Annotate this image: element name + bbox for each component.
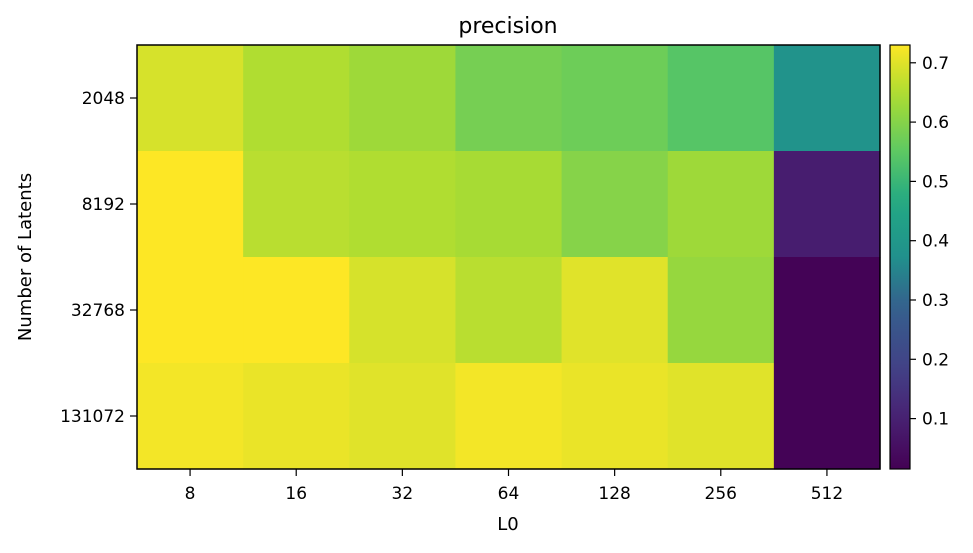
heatmap-cell xyxy=(561,257,669,364)
chart-title: precision xyxy=(458,14,557,39)
y-tick-label: 2048 xyxy=(82,89,125,109)
heatmap-cell xyxy=(773,45,881,152)
heatmap-cell xyxy=(349,363,457,470)
colorbar-tick-label: 0.2 xyxy=(922,350,949,370)
heatmap-cell xyxy=(561,363,669,470)
heatmap-cell xyxy=(667,363,775,470)
x-axis-label: L0 xyxy=(497,514,518,535)
heatmap-cell xyxy=(561,45,669,152)
heatmap-cells xyxy=(137,45,881,470)
heatmap-cell xyxy=(137,363,244,470)
heatmap-cell xyxy=(137,257,244,364)
heatmap-cell xyxy=(455,151,563,258)
x-tick-label: 32 xyxy=(392,484,414,504)
y-tick-label: 8192 xyxy=(82,195,125,215)
heatmap-cell xyxy=(243,45,350,152)
heatmap-cell xyxy=(137,151,244,258)
x-tick-label: 256 xyxy=(705,484,737,504)
heatmap-cell xyxy=(773,257,881,364)
x-tick-label: 128 xyxy=(598,484,630,504)
heatmap-cell xyxy=(455,45,563,152)
heatmap-cell xyxy=(243,363,350,470)
heatmap-cell xyxy=(349,45,457,152)
y-axis-ticks: 2048 8192 32768 131072 xyxy=(60,89,137,427)
heatmap-cell xyxy=(137,45,244,152)
colorbar xyxy=(889,44,911,470)
heatmap-cell xyxy=(455,363,563,470)
colorbar-tick-label: 0.5 xyxy=(922,172,949,192)
colorbar-ticks: 0.1 0.2 0.3 0.4 0.5 0.6 0.7 xyxy=(910,54,949,430)
y-tick-label: 32768 xyxy=(71,301,125,321)
colorbar-tick-label: 0.7 xyxy=(922,54,949,74)
heatmap-cell xyxy=(773,363,881,470)
y-tick-label: 131072 xyxy=(60,407,125,427)
heatmap-cell xyxy=(455,257,563,364)
colorbar-tick-label: 0.4 xyxy=(922,232,949,252)
heatmap-cell xyxy=(349,151,457,258)
colorbar-tick-label: 0.3 xyxy=(922,291,949,311)
x-axis-ticks: 8 16 32 64 128 256 512 xyxy=(185,469,843,504)
colorbar-tick-label: 0.1 xyxy=(922,410,949,430)
heatmap-cell xyxy=(667,45,775,152)
heatmap-cell xyxy=(773,151,881,258)
x-tick-label: 8 xyxy=(185,484,196,504)
y-axis-label: Number of Latents xyxy=(15,173,36,341)
heatmap-cell xyxy=(667,257,775,364)
heatmap-cell xyxy=(349,257,457,364)
heatmap-cell xyxy=(561,151,669,258)
heatmap-cell xyxy=(243,257,350,364)
colorbar-tick-label: 0.6 xyxy=(922,113,949,133)
x-tick-label: 64 xyxy=(498,484,520,504)
x-tick-label: 16 xyxy=(285,484,307,504)
x-tick-label: 512 xyxy=(811,484,843,504)
heatmap-cell xyxy=(243,151,350,258)
heatmap-cell xyxy=(667,151,775,258)
